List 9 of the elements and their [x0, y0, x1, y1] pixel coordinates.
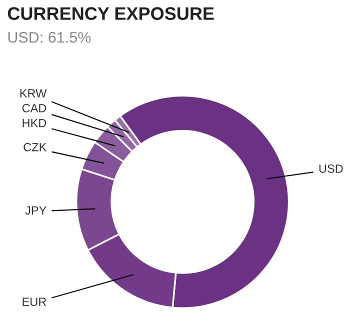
slice-label: KRW — [20, 89, 47, 98]
slice-label: JPY — [25, 206, 46, 215]
slice-label: HKD — [22, 118, 46, 128]
chart-title: CURRENCY EXPOSURE — [8, 7, 214, 20]
slice-label: CAD — [22, 104, 46, 112]
slice-label: EUR — [22, 298, 46, 306]
chart-subtitle: USD: 61.5% — [8, 32, 91, 43]
slice-label: USD — [319, 164, 343, 173]
slice-label: CZK — [24, 142, 47, 152]
